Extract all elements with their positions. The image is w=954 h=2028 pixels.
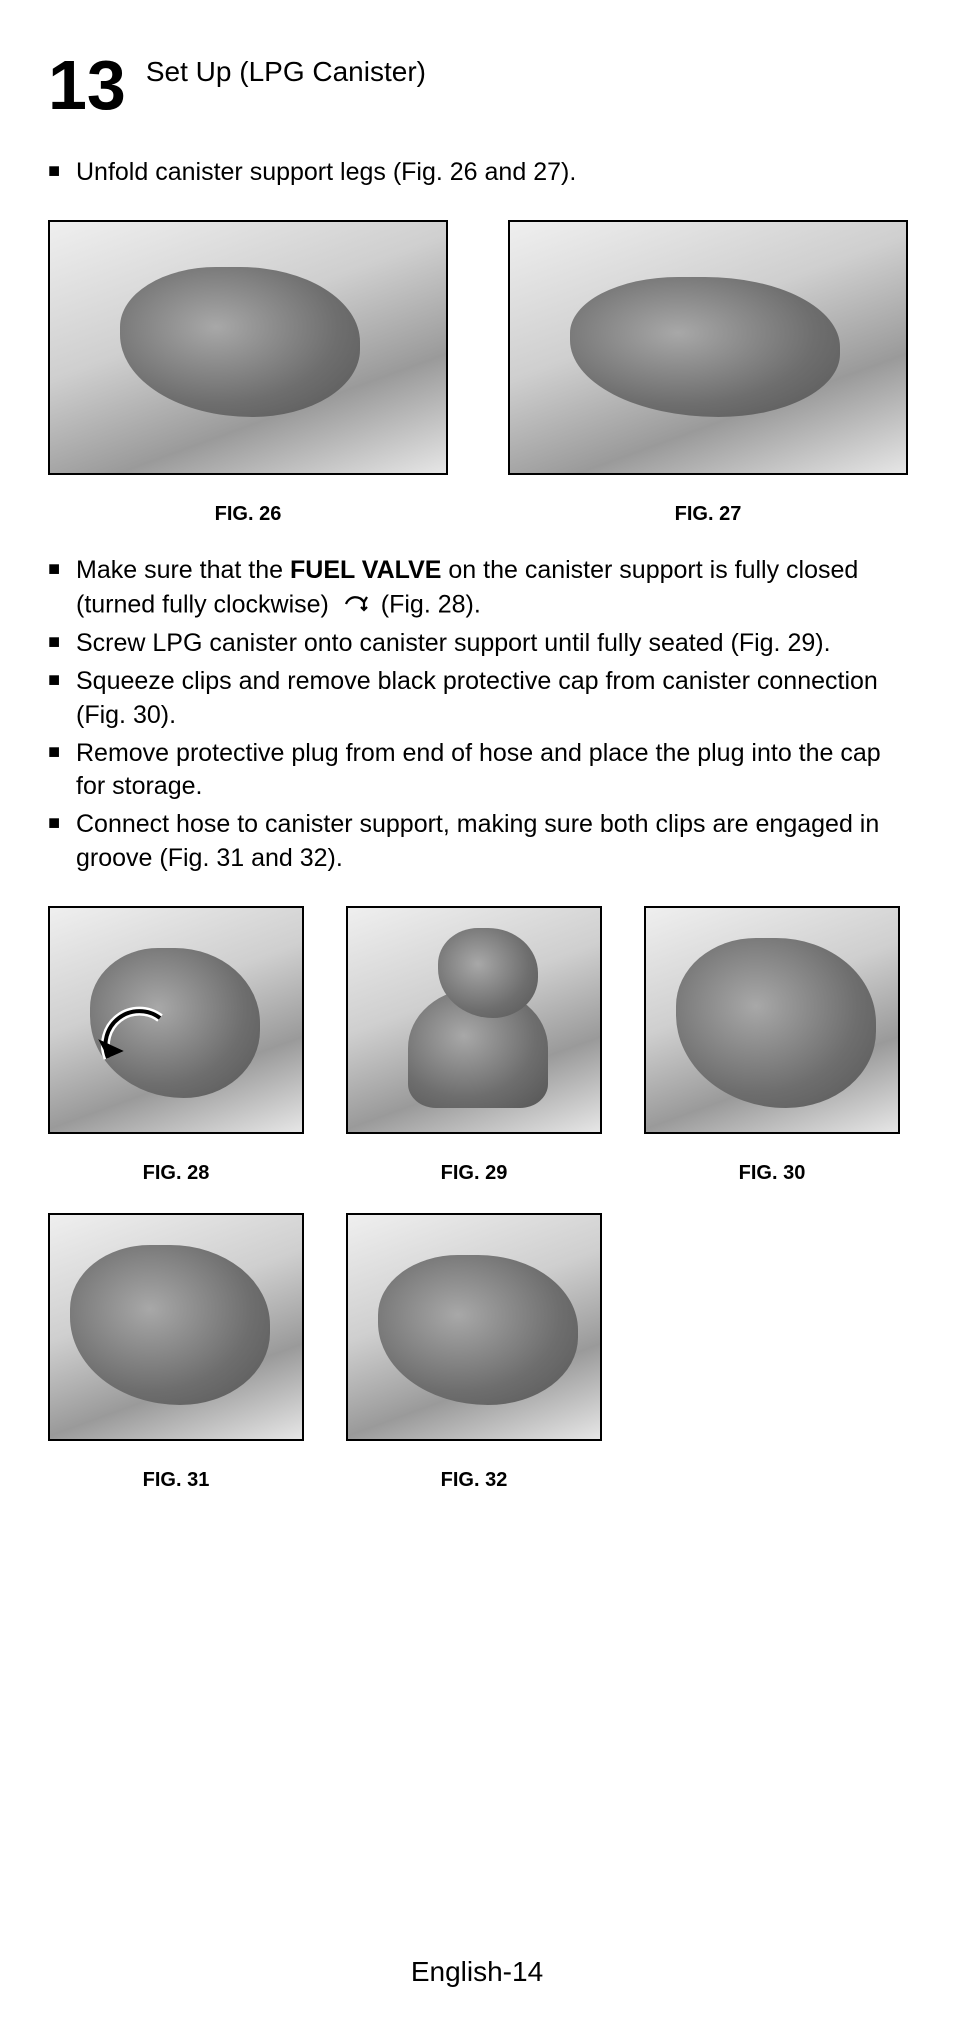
page-footer: English-14 (0, 1956, 954, 1988)
step-title: Set Up (LPG Canister) (146, 56, 426, 88)
instruction-item: Screw LPG canister onto canister support… (48, 627, 906, 661)
figure-image (48, 906, 304, 1134)
figure-image (644, 906, 900, 1134)
figure-31: FIG. 31 (48, 1213, 304, 1492)
step-number: 13 (48, 50, 126, 120)
figure-row-3: FIG. 31 FIG. 32 (48, 1213, 906, 1492)
figure-caption: FIG. 27 (675, 503, 742, 526)
instruction-item: Connect hose to canister support, making… (48, 808, 906, 876)
figure-26: FIG. 26 (48, 220, 448, 526)
figure-image (48, 1213, 304, 1441)
instruction-text-post2: (Fig. 28). (381, 590, 481, 618)
figure-row-1: FIG. 26 FIG. 27 (48, 220, 906, 526)
instruction-text: Screw LPG canister onto canister support… (76, 629, 831, 657)
figure-row-2: FIG. 28 FIG. 29 FIG. 30 (48, 906, 906, 1185)
instruction-item: Unfold canister support legs (Fig. 26 an… (48, 156, 906, 190)
rotation-arrow-icon (90, 1003, 180, 1083)
step-header: 13 Set Up (LPG Canister) (48, 50, 906, 120)
instruction-text: Unfold canister support legs (Fig. 26 an… (76, 158, 576, 186)
figure-caption: FIG. 32 (441, 1469, 508, 1492)
figure-caption: FIG. 26 (215, 503, 282, 526)
figure-caption: FIG. 30 (739, 1162, 806, 1185)
figure-image (346, 1213, 602, 1441)
figure-image (346, 906, 602, 1134)
clockwise-arrow-icon (340, 588, 370, 624)
figure-27: FIG. 27 (508, 220, 908, 526)
figure-caption: FIG. 29 (441, 1162, 508, 1185)
figure-caption: FIG. 28 (143, 1162, 210, 1185)
instruction-item: Make sure that the FUEL VALVE on the can… (48, 554, 906, 624)
instruction-list-2: Make sure that the FUEL VALVE on the can… (48, 554, 906, 876)
figure-32: FIG. 32 (346, 1213, 602, 1492)
instruction-text: Remove protective plug from end of hose … (76, 739, 881, 801)
instruction-list-1: Unfold canister support legs (Fig. 26 an… (48, 156, 906, 190)
instruction-text: Squeeze clips and remove black protectiv… (76, 667, 878, 729)
figure-29: FIG. 29 (346, 906, 602, 1185)
instruction-text-pre: Make sure that the (76, 556, 290, 584)
figure-28: FIG. 28 (48, 906, 304, 1185)
instruction-text: Connect hose to canister support, making… (76, 810, 879, 872)
figure-image (508, 220, 908, 475)
figure-image (48, 220, 448, 475)
figure-caption: FIG. 31 (143, 1469, 210, 1492)
instruction-item: Remove protective plug from end of hose … (48, 737, 906, 805)
figure-30: FIG. 30 (644, 906, 900, 1185)
instruction-item: Squeeze clips and remove black protectiv… (48, 665, 906, 733)
instruction-bold: FUEL VALVE (290, 556, 441, 584)
